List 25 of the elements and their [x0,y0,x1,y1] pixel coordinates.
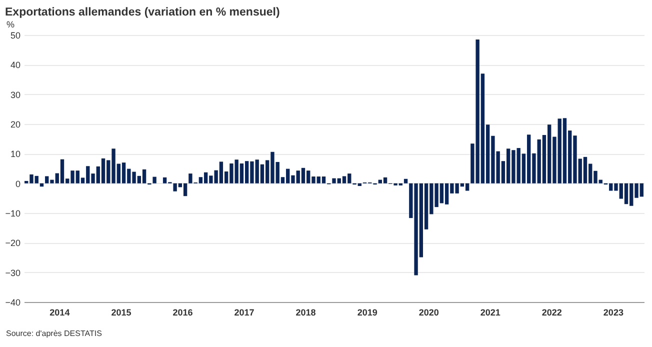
y-tick-label: 20 [10,120,20,130]
x-tick-label: 2020 [418,308,439,318]
x-tick-label: 2021 [480,308,500,318]
x-tick-label: 2014 [50,308,70,318]
y-tick-label: 40 [10,60,20,70]
x-tick-label: 2019 [357,308,378,318]
y-tick-label: 10 [10,149,20,160]
chart-title: Exportations allemandes (variation en % mensuel) [5,6,280,18]
y-tick-label: −40 [5,298,20,308]
y-tick-label: −20 [5,238,20,248]
y-tick-label: 50 [10,30,20,40]
y-axis-title: % [6,20,15,30]
x-tick-label: 2022 [542,308,562,318]
x-tick-label: 2023 [603,308,624,318]
x-tick-label: 2018 [296,308,316,318]
y-tick-label: −30 [5,268,20,278]
y-tick-label: −10 [5,208,20,218]
x-tick-label: 2017 [234,308,254,318]
bar [152,176,156,184]
y-tick-label: 0 [15,178,20,189]
x-tick-label: 2015 [111,308,132,318]
x-tick-label: 2016 [172,308,193,318]
bar [404,178,408,184]
y-tick-label: 30 [10,90,20,100]
source-note: Source: d'après DESTATIS [6,329,102,338]
